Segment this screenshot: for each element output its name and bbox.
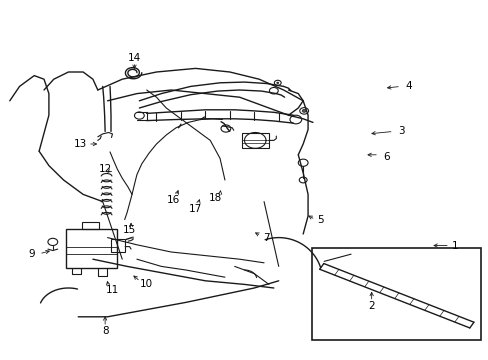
Text: 17: 17 xyxy=(188,204,202,214)
Bar xyxy=(242,133,268,148)
Text: 5: 5 xyxy=(316,215,323,225)
Text: 7: 7 xyxy=(263,233,269,243)
Bar xyxy=(311,248,480,340)
Text: 4: 4 xyxy=(404,81,411,91)
Text: 9: 9 xyxy=(28,249,35,259)
Circle shape xyxy=(302,109,305,112)
Bar xyxy=(82,222,99,229)
Text: 8: 8 xyxy=(102,326,108,336)
Text: 18: 18 xyxy=(208,193,222,203)
Text: 2: 2 xyxy=(367,301,374,311)
Text: 3: 3 xyxy=(397,126,404,136)
Bar xyxy=(66,229,117,268)
Text: 10: 10 xyxy=(140,279,153,289)
Text: 6: 6 xyxy=(382,152,389,162)
Text: 16: 16 xyxy=(166,195,180,205)
Text: 15: 15 xyxy=(122,225,136,235)
Text: 14: 14 xyxy=(127,53,141,63)
Bar xyxy=(111,239,125,252)
Text: 11: 11 xyxy=(105,285,119,295)
Text: 1: 1 xyxy=(450,240,457,251)
Text: 12: 12 xyxy=(98,164,112,174)
Text: 13: 13 xyxy=(74,139,87,149)
Circle shape xyxy=(276,82,278,84)
